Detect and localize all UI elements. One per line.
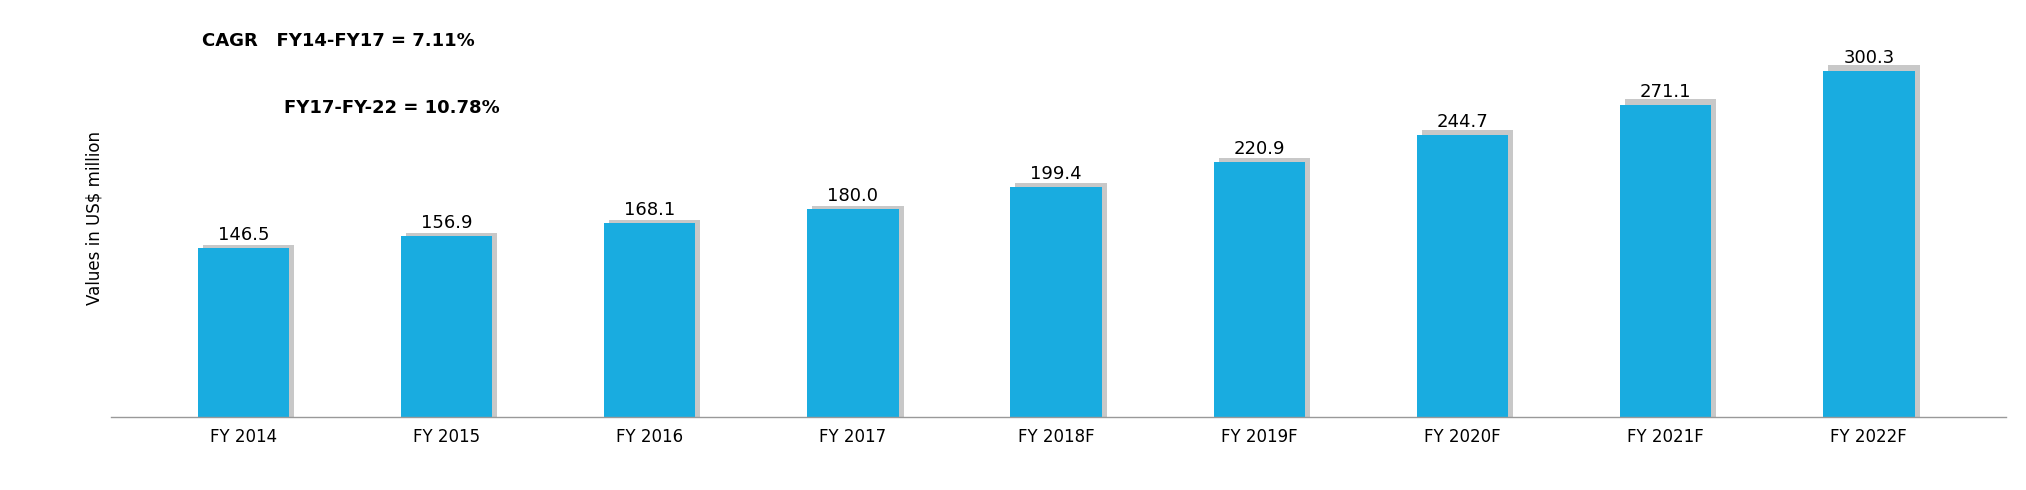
Text: 220.9: 220.9	[1234, 140, 1284, 158]
Text: 199.4: 199.4	[1031, 165, 1082, 183]
Text: 146.5: 146.5	[217, 226, 269, 244]
Bar	[610, 220, 701, 416]
Bar	[1416, 135, 1507, 416]
Bar	[1214, 162, 1305, 416]
Bar	[806, 209, 900, 416]
Bar	[401, 236, 492, 416]
Bar	[1827, 65, 1921, 416]
Bar	[1422, 130, 1513, 416]
Bar	[1011, 187, 1102, 416]
Bar	[1015, 183, 1106, 416]
Text: 300.3: 300.3	[1844, 49, 1894, 67]
Bar	[203, 245, 294, 416]
Bar	[1823, 71, 1915, 416]
Bar	[1621, 105, 1712, 416]
Text: 156.9: 156.9	[421, 214, 472, 232]
Text: 180.0: 180.0	[827, 187, 879, 205]
Text: 244.7: 244.7	[1436, 113, 1489, 131]
Bar	[604, 223, 695, 416]
Text: FY17-FY-22 = 10.78%: FY17-FY-22 = 10.78%	[284, 99, 500, 117]
Y-axis label: Values in US$ million: Values in US$ million	[85, 131, 103, 305]
Text: 271.1: 271.1	[1639, 83, 1692, 100]
Bar	[199, 248, 290, 416]
Bar	[812, 206, 904, 416]
Text: 168.1: 168.1	[624, 201, 675, 219]
Bar	[1218, 158, 1311, 416]
Bar	[405, 233, 496, 416]
Bar	[1625, 99, 1716, 416]
Text: CAGR   FY14-FY17 = 7.11%: CAGR FY14-FY17 = 7.11%	[203, 31, 476, 49]
